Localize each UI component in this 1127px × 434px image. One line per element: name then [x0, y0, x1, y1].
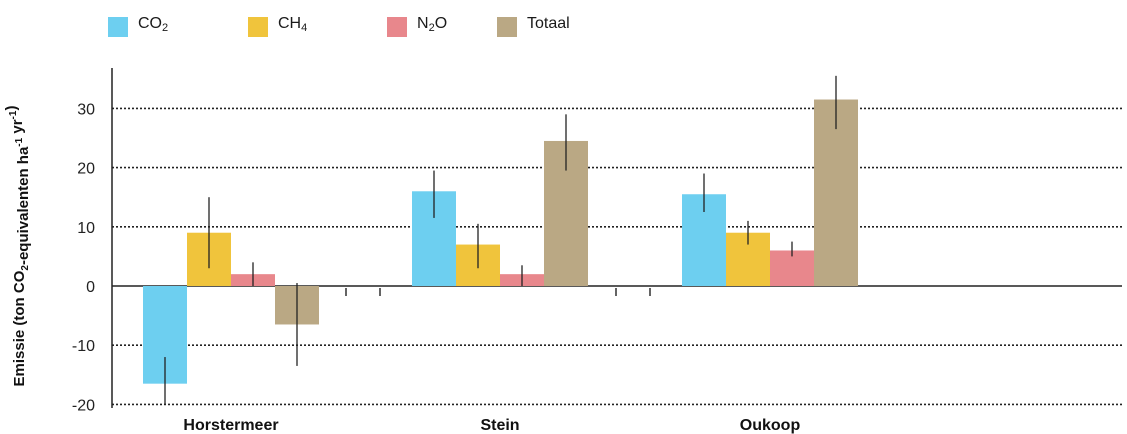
bar-totaal-oukoop: [814, 99, 858, 287]
category-label: Stein: [480, 417, 519, 434]
legend-swatch: [248, 17, 268, 37]
y-tick-label: 10: [77, 220, 95, 237]
legend-swatch: [387, 17, 407, 37]
y-tick-label: 20: [77, 161, 95, 178]
y-tick-label: 0: [86, 279, 95, 296]
legend-label: CH4: [278, 15, 308, 34]
category-label: Horstermeer: [183, 417, 278, 434]
legend-swatch: [108, 17, 128, 37]
legend-label: CO2: [138, 15, 169, 34]
legend-label: N2O: [417, 15, 448, 34]
legend: CO2 CH4 N2O Totaal: [108, 14, 708, 44]
y-tick-label: -10: [72, 338, 95, 355]
legend-swatch: [497, 17, 517, 37]
y-axis-label: Emissie (ton CO2-equivalenten ha-1 yr-1): [3, 106, 32, 387]
legend-label: Totaal: [527, 15, 570, 32]
y-tick-label: -20: [72, 397, 95, 414]
y-tick-label: 30: [77, 101, 95, 118]
category-label: Oukoop: [740, 417, 801, 434]
